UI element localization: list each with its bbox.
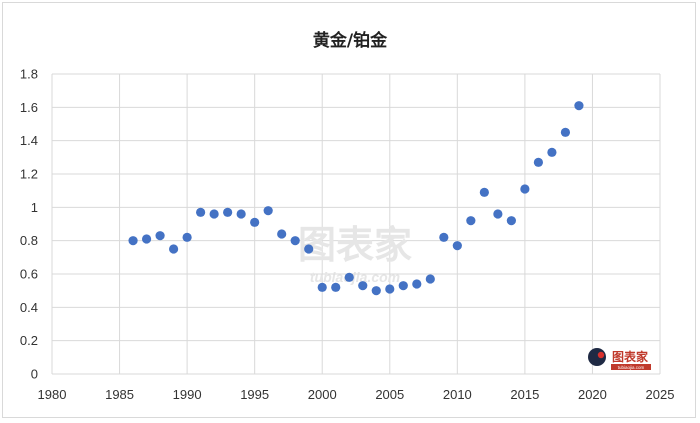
- data-point: [128, 236, 138, 246]
- y-tick-label: 1: [31, 200, 38, 215]
- data-point: [141, 234, 152, 244]
- data-point: [560, 127, 571, 137]
- data-point: [493, 209, 503, 219]
- x-tick-label: 1985: [105, 387, 134, 402]
- x-tick-label: 2005: [375, 387, 404, 402]
- watermark-corner-text: 图表家: [612, 349, 649, 364]
- y-tick-label: 1.8: [20, 67, 38, 82]
- data-point: [155, 231, 165, 241]
- x-tick-label: 2020: [578, 387, 607, 402]
- y-tick-label: 0.2: [20, 333, 38, 348]
- data-point: [344, 272, 354, 282]
- watermark: 图表家 tubiaojia.com 图表家 tubiaojia.com: [298, 223, 651, 370]
- data-point: [547, 147, 557, 157]
- y-tick-label: 0: [31, 367, 38, 382]
- y-tick-label: 0.6: [20, 267, 38, 282]
- corner-logo: 图表家 tubiaojia.com: [588, 348, 651, 370]
- data-point: [506, 216, 516, 226]
- y-tick-label: 1.4: [20, 133, 38, 148]
- data-point: [290, 236, 300, 246]
- data-point: [479, 187, 489, 197]
- logo-icon-accent: [597, 351, 605, 359]
- data-point: [331, 282, 341, 292]
- data-points: [128, 101, 584, 296]
- data-point: [304, 244, 314, 254]
- data-point: [277, 229, 287, 239]
- x-tick-label: 1980: [38, 387, 67, 402]
- y-tick-label: 0.4: [20, 300, 38, 315]
- data-point: [209, 209, 219, 219]
- data-point: [250, 217, 260, 227]
- y-tick-label: 1.2: [20, 167, 38, 182]
- data-point: [182, 232, 192, 242]
- x-tick-label: 1990: [173, 387, 202, 402]
- data-point: [236, 209, 246, 219]
- x-tick-label: 2010: [443, 387, 472, 402]
- x-tick-label: 2015: [510, 387, 539, 402]
- data-point: [439, 232, 449, 242]
- watermark-center-subtext: tubiaojia.com: [310, 269, 400, 285]
- data-point: [371, 286, 381, 296]
- data-point: [169, 244, 179, 254]
- data-point: [466, 216, 476, 226]
- data-point: [520, 184, 530, 194]
- data-point: [263, 206, 273, 216]
- data-point: [398, 281, 408, 291]
- axes: 1980 1985 1990 1995 2000 2005 2010 2015 2020 2025…: [20, 67, 675, 403]
- x-tick-label: 1995: [240, 387, 269, 402]
- data-point: [412, 279, 422, 289]
- y-tick-label: 1.6: [20, 100, 38, 115]
- chart-frame: [2, 2, 696, 418]
- watermark-corner-bar: [611, 364, 651, 370]
- y-tick-label: 0.8: [20, 233, 38, 248]
- data-point: [358, 281, 368, 291]
- data-point: [425, 274, 435, 284]
- data-point: [196, 207, 206, 217]
- data-point: [452, 241, 462, 251]
- chart-title: 黄金/铂金: [312, 31, 388, 51]
- data-point: [533, 157, 544, 167]
- watermark-corner-subtext: tubiaojia.com: [618, 365, 645, 370]
- data-point: [385, 284, 395, 294]
- data-point: [574, 101, 584, 111]
- watermark-center-text: 图表家: [298, 223, 412, 267]
- grid-lines: [51, 73, 661, 375]
- x-tick-label: 2000: [308, 387, 337, 402]
- x-tick-label: 2025: [646, 387, 675, 402]
- data-point: [223, 207, 233, 217]
- data-point: [317, 282, 327, 292]
